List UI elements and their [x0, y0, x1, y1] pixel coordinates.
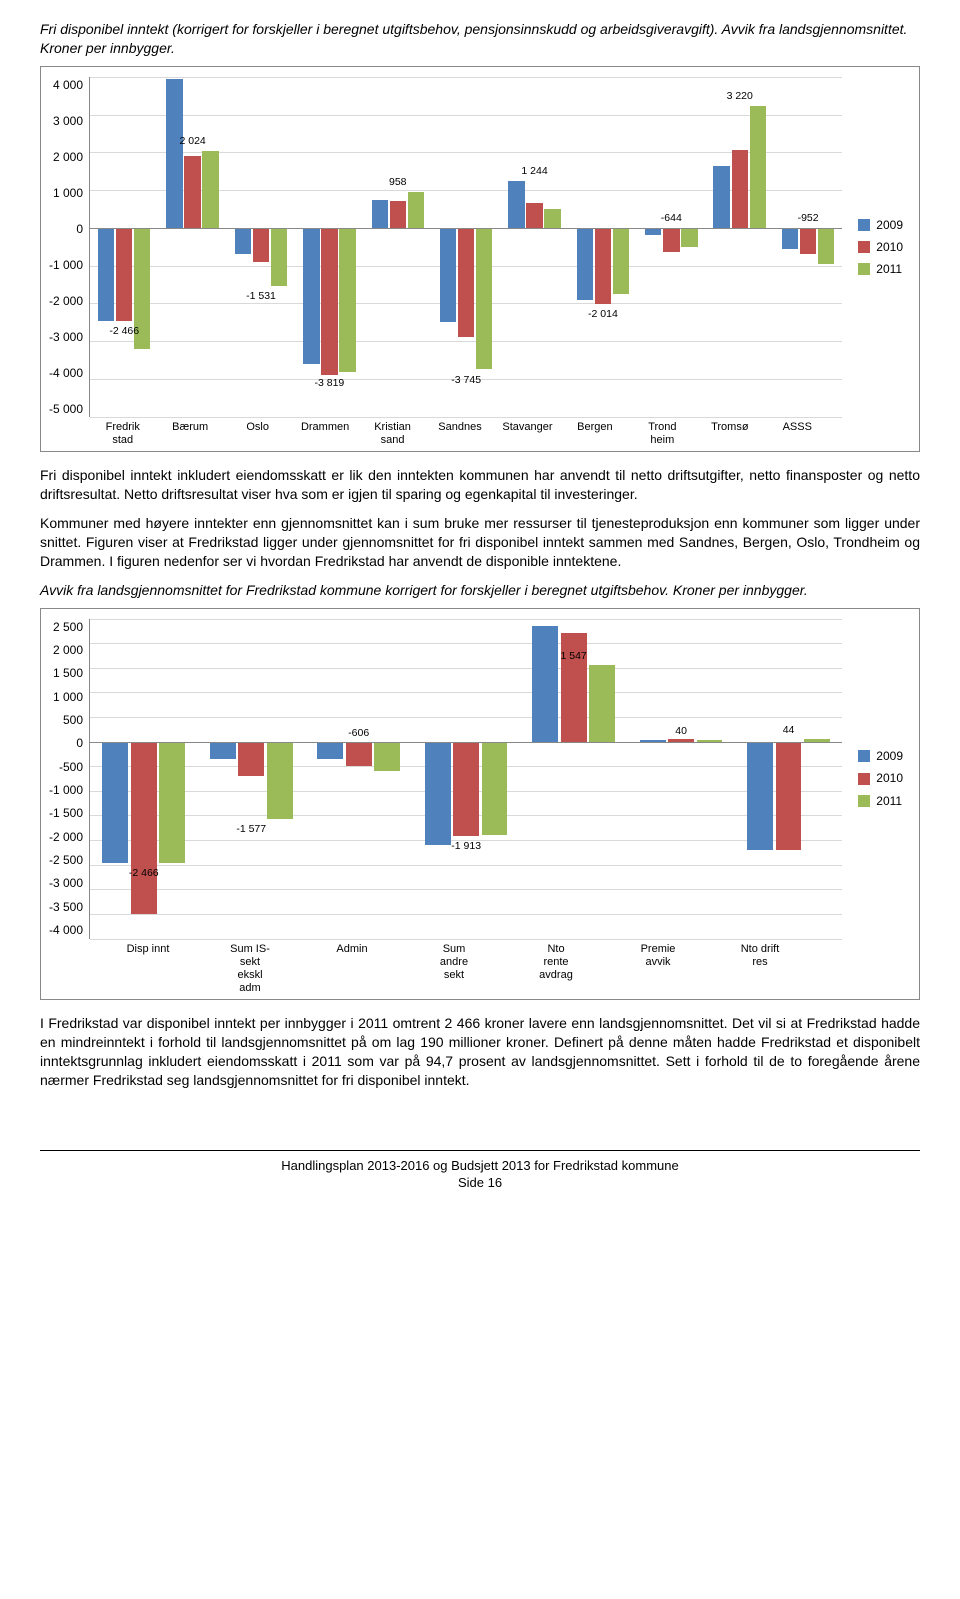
chart2-xaxis: Disp inntSum IS-sektekskladmAdminSumandr…: [97, 943, 811, 996]
paragraph-3: I Fredrikstad var disponibel inntekt per…: [40, 1014, 920, 1090]
chart1: 4 0003 0002 0001 0000-1 000-2 000-3 000-…: [40, 66, 920, 452]
chart2-legend: 200920102011: [850, 744, 911, 813]
chart1-yaxis: 4 0003 0002 0001 0000-1 000-2 000-3 000-…: [49, 77, 89, 417]
paragraph-1: Fri disponibel inntekt inkludert eiendom…: [40, 466, 920, 504]
chart2-yaxis: 2 5002 0001 5001 0005000-500-1 000-1 500…: [49, 619, 89, 939]
footer-line-2: Side 16: [40, 1174, 920, 1192]
chart1-caption: Fri disponibel inntekt (korrigert for fo…: [40, 20, 920, 58]
chart1-plot: -2 4662 024-1 531-3 819958-3 7451 244-2 …: [89, 77, 842, 417]
footer-line-1: Handlingsplan 2013-2016 og Budsjett 2013…: [40, 1157, 920, 1175]
paragraph-2: Kommuner med høyere inntekter enn gjenno…: [40, 514, 920, 571]
chart1-xaxis: FredrikstadBærumOsloDrammenKristiansandS…: [89, 421, 831, 447]
chart2-caption: Avvik fra landsgjennomsnittet for Fredri…: [40, 581, 920, 600]
chart1-legend: 200920102011: [850, 213, 911, 282]
chart2-plot: -2 466-1 577-606-1 9131 5474044: [89, 619, 842, 939]
chart2: 2 5002 0001 5001 0005000-500-1 000-1 500…: [40, 608, 920, 1001]
footer: Handlingsplan 2013-2016 og Budsjett 2013…: [40, 1150, 920, 1192]
